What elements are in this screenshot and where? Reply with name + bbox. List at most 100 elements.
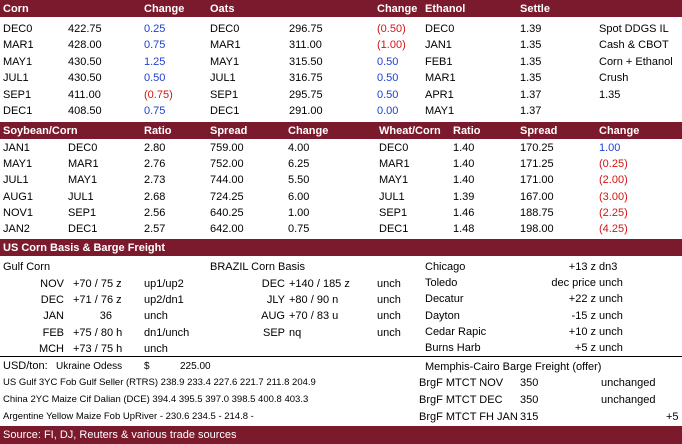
corn-price: 430.50: [68, 55, 102, 68]
corn-change: 0.75: [144, 105, 166, 117]
soy-corn-ratio: 2.80: [144, 142, 166, 154]
corn-price: 428.00: [68, 39, 102, 52]
soy-month: MAY1: [3, 158, 33, 171]
gulf-note: up1/up2: [144, 278, 184, 290]
city-note: unch: [599, 309, 623, 322]
corn-month: MAY1: [68, 174, 98, 187]
brazil-note: unch: [377, 326, 401, 339]
ethanol-settle: 1.37: [520, 88, 542, 101]
soy-corn-ratio: 2.76: [144, 158, 166, 171]
wheat-corn-ratio: 1.46: [453, 206, 475, 219]
wheat-corn-spread: 171.00: [520, 174, 554, 187]
gulf-month: MCH: [38, 342, 64, 355]
spread-header-band: [0, 122, 682, 139]
spread2-header: Spread: [520, 125, 558, 137]
oats-change-header: Change: [377, 3, 418, 15]
wheat-corn-ratio: 1.48: [453, 223, 475, 235]
gulf-note: unch: [144, 310, 168, 323]
ukraine-label: Ukraine Odess: [56, 361, 123, 372]
soy-corn-change: 6.25: [288, 158, 310, 171]
wheat-corn-ratio: 1.40: [453, 158, 475, 171]
oats-change: 0.50: [377, 88, 399, 101]
oats-month: MAR1: [210, 39, 241, 52]
brazil-value: +80 / 90 n: [289, 294, 339, 307]
soy-corn-spread: 752.00: [210, 158, 244, 171]
wheat-corn-header: Wheat/Corn: [379, 125, 441, 137]
ukraine-currency: $: [144, 361, 150, 372]
barge-label: BrgF MTCT NOV: [419, 377, 504, 389]
corn-month: DEC0: [3, 23, 33, 35]
city-name: Toledo: [425, 277, 458, 290]
brazil-value: +140 / 185 z: [289, 278, 350, 290]
oats-change: 0.50: [377, 72, 399, 85]
gulf-note: up2/dn1: [144, 294, 184, 307]
barge-title: Memphis-Cairo Barge Freight (offer): [425, 361, 602, 373]
wheat-corn-change: (4.25): [599, 223, 628, 235]
oats-month: JUL1: [210, 72, 236, 85]
wheat-month: MAR1: [379, 158, 410, 171]
soy-corn-change: 4.00: [288, 142, 310, 154]
soy-month: AUG1: [3, 190, 33, 203]
basis-header-band: [0, 239, 682, 256]
corn-header: Corn: [3, 3, 29, 15]
oats-month: DEC1: [210, 105, 240, 117]
corn-month: JUL1: [3, 72, 29, 85]
corn-month: MAY1: [3, 55, 33, 68]
brazil-title: BRAZIL Corn Basis: [210, 261, 305, 273]
spread-header: Spread: [210, 125, 248, 137]
city-value: +22 z: [568, 293, 596, 306]
corn-month: DEC1: [68, 223, 98, 235]
wheat-month: DEC0: [379, 142, 409, 154]
wheat-corn-change: (3.00): [599, 190, 628, 203]
city-value: +13 z: [568, 261, 596, 273]
ethanol-month: MAY1: [425, 105, 455, 117]
ddgs-note: Cash & CBOT: [599, 39, 669, 52]
brazil-month: SEP: [262, 326, 285, 339]
oats-change: (0.50): [377, 23, 406, 35]
gulf-value: +75 / 80 h: [73, 326, 123, 339]
corn-change: (0.75): [144, 88, 173, 101]
soy-corn-change: 0.75: [288, 223, 310, 235]
oats-change: (1.00): [377, 39, 406, 52]
city-value: +5 z: [574, 342, 596, 354]
usd-row: US Gulf 3YC Fob Gulf Seller (RTRS) 238.9…: [3, 377, 316, 388]
wheat-corn-ratio: 1.40: [453, 142, 475, 154]
brazil-note: unch: [377, 278, 401, 290]
oats-price: 315.50: [289, 55, 323, 68]
corn-month: DEC0: [68, 142, 98, 154]
brazil-month: JLY: [266, 294, 285, 307]
city-name: Dayton: [425, 309, 460, 322]
corn-price: 408.50: [68, 105, 102, 117]
barge-value: 350: [520, 377, 539, 389]
wheat-corn-change: (0.25): [599, 158, 628, 171]
barge-note: unchanged: [601, 377, 656, 389]
gulf-value: +73 / 75 h: [73, 342, 123, 355]
oats-price: 296.75: [289, 23, 323, 35]
city-value: +10 z: [568, 325, 596, 338]
city-name: Decatur: [425, 293, 464, 306]
corn-month: SEP1: [3, 88, 32, 101]
ethanol-month: FEB1: [425, 55, 453, 68]
ddgs-note: Corn + Ethanol: [599, 55, 673, 68]
footer-source: Source: FI, DJ, Reuters & various trade …: [3, 429, 237, 441]
corn-header-band: [0, 0, 682, 17]
gulf-note: unch: [144, 342, 168, 355]
wheat-month: DEC1: [379, 223, 409, 235]
brazil-value: +70 / 83 u: [289, 310, 339, 323]
brazil-note: unch: [377, 294, 401, 307]
gulf-corn-title: Gulf Corn: [3, 261, 51, 273]
brazil-month: AUG: [261, 310, 285, 323]
corn-month: SEP1: [68, 206, 97, 219]
brazil-month: DEC: [261, 278, 285, 290]
brazil-value: nq: [289, 326, 302, 339]
city-name: Burns Harb: [425, 342, 481, 354]
oats-month: MAY1: [210, 55, 240, 68]
city-name: Chicago: [425, 261, 466, 273]
soy-corn-spread: 640.25: [210, 206, 244, 219]
divider: [0, 356, 682, 357]
oats-change: 0.50: [377, 55, 399, 68]
wheat-corn-change: 1.00: [599, 142, 621, 154]
wheat-month: MAY1: [379, 174, 409, 187]
soy-month: JAN2: [3, 223, 30, 235]
barge-label: BrgF MTCT FH JAN: [419, 411, 518, 423]
